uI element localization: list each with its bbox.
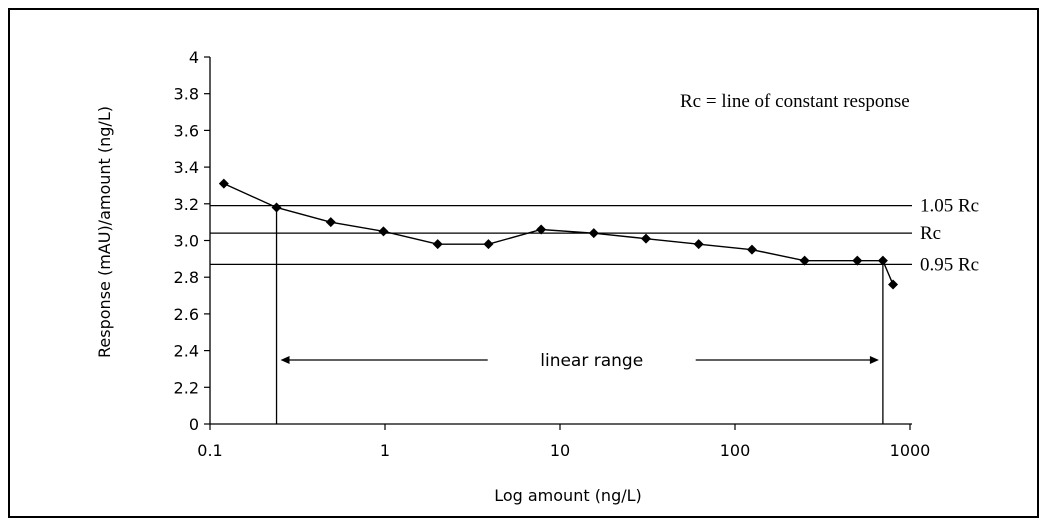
x-tick-label: 0.1: [197, 441, 222, 460]
x-tick-label: 1: [380, 441, 390, 460]
x-tick-label: 100: [720, 441, 751, 460]
data-point: [746, 244, 757, 255]
y-tick-label: 2.8: [174, 268, 199, 287]
reference-line-label: Rc: [920, 223, 941, 244]
data-point: [432, 239, 443, 250]
linear-range: linear range: [275, 205, 884, 424]
y-tick-label: 3.8: [174, 85, 199, 104]
reference-line-label: 1.05 Rc: [920, 196, 979, 217]
data-point: [877, 255, 888, 266]
y-tick-label: 2.2: [174, 378, 199, 397]
x-tick-label: 1000: [890, 441, 931, 460]
y-tick-label: 2.4: [174, 342, 199, 361]
y-ticks: 0 2.2 2.4 2.6 2.8 3.0 3.2 3.4 3.6 3.8 4: [174, 48, 210, 434]
chart-frame: [8, 8, 1039, 518]
x-tick-label: 10: [550, 441, 570, 460]
y-tick-label: 3.4: [174, 158, 199, 177]
data-point: [693, 239, 704, 250]
data-point: [888, 279, 899, 290]
y-tick-label: 4: [189, 48, 199, 67]
linear-range-arrowhead-right: [869, 356, 879, 364]
y-tick-label: 3.0: [174, 232, 199, 251]
data-point: [536, 224, 547, 235]
x-ticks: 0.1 1 10 100 1000: [197, 424, 930, 460]
data-point: [852, 255, 863, 266]
reference-line-label: 0.95 Rc: [920, 254, 979, 275]
y-tick-label: 3.6: [174, 121, 199, 140]
data-point: [483, 239, 494, 250]
data-point: [588, 228, 599, 239]
linear-range-label: linear range: [540, 351, 643, 371]
y-tick-label: 0: [189, 415, 199, 434]
y-axis-label: Response (mAU)/amount (ng/L): [95, 106, 114, 358]
data-point: [640, 233, 651, 244]
data-point: [325, 217, 336, 228]
data-point: [799, 255, 810, 266]
linear-range-arrowhead-left: [280, 356, 290, 364]
y-tick-label: 2.6: [174, 305, 199, 324]
series-line: [223, 182, 894, 285]
data-point: [218, 178, 229, 189]
series: [218, 178, 899, 290]
y-tick-label: 3.2: [174, 195, 199, 214]
data-point: [271, 202, 282, 213]
reference-lines: 1.05 Rc Rc 0.95 Rc: [210, 196, 979, 275]
annotation-text: Rc = line of constant response: [680, 91, 910, 112]
x-axis-label: Log amount (ng/L): [494, 486, 642, 505]
data-point: [378, 226, 389, 237]
